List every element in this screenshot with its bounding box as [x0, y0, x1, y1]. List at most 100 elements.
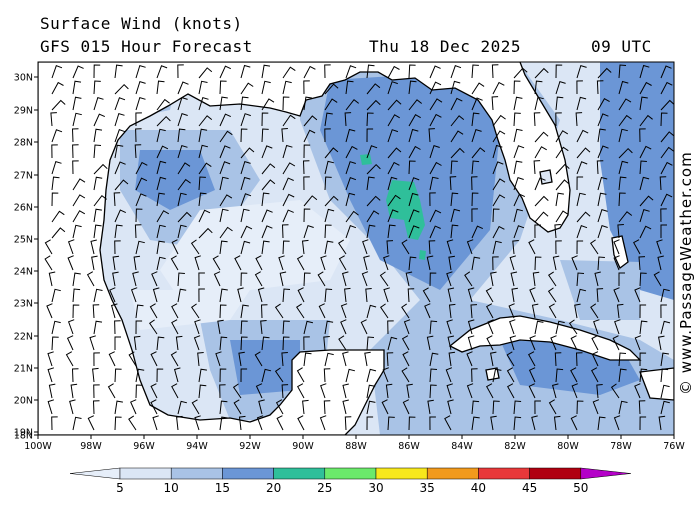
wind-barb	[467, 335, 475, 351]
colorbar-segment	[119, 467, 172, 480]
wind-barb	[660, 65, 672, 79]
wind-barb	[618, 352, 627, 367]
wind-barb	[324, 240, 334, 255]
wind-barb	[240, 272, 248, 287]
wind-barb	[492, 194, 506, 207]
wind-barb	[551, 383, 559, 399]
wind-barb	[471, 192, 479, 207]
wind-barb	[276, 415, 284, 431]
wind-barb	[660, 99, 674, 111]
wind-barb	[408, 256, 417, 271]
wind-barb	[149, 319, 158, 335]
wind-barb	[555, 146, 569, 159]
wind-barb	[134, 224, 142, 239]
wind-barb	[507, 383, 515, 399]
wind-barb	[656, 239, 663, 255]
wind-barb	[71, 368, 79, 383]
wind-barb	[618, 98, 632, 111]
wind-barb	[407, 288, 415, 303]
wind-barb	[177, 96, 188, 111]
wind-barb	[156, 210, 170, 223]
wind-barb	[387, 320, 394, 335]
wind-barb	[464, 271, 473, 287]
wind-barb	[171, 239, 179, 255]
wind-barb	[149, 303, 158, 319]
wind-barb	[361, 271, 369, 287]
wind-barb	[114, 336, 121, 350]
wind-barb	[219, 416, 228, 431]
wind-barb	[281, 352, 288, 367]
wind-barb	[44, 239, 53, 255]
wind-barb	[534, 131, 549, 143]
wind-barb	[324, 288, 333, 303]
wind-barb	[194, 319, 201, 335]
land-masses	[38, 62, 674, 435]
wind-barb	[447, 287, 455, 303]
wind-barb	[471, 400, 480, 415]
wind-barb	[550, 335, 557, 351]
wind-barb	[46, 303, 53, 319]
wind-barb	[156, 80, 165, 95]
wind-barb	[320, 383, 327, 399]
wind-barb	[592, 399, 600, 415]
wind-barb	[260, 320, 267, 335]
wind-barb	[150, 399, 158, 415]
wind-barb	[303, 208, 311, 223]
wind-barb	[570, 335, 578, 351]
wind-barb	[387, 194, 401, 207]
wind-barb	[618, 272, 625, 286]
lon-label: 78W	[610, 441, 632, 452]
wind-barb	[240, 147, 255, 159]
wind-barb	[429, 65, 441, 79]
wind-barb	[114, 161, 126, 175]
wind-barb	[450, 208, 461, 223]
wind-barb	[240, 64, 251, 79]
wind-barb	[303, 224, 314, 239]
wind-barb	[256, 415, 264, 431]
wind-barb	[338, 335, 347, 351]
wind-barb	[408, 177, 420, 191]
wind-barb	[219, 161, 231, 175]
colorbar-segment	[273, 467, 326, 480]
wind-barb	[198, 115, 213, 127]
wind-barb	[379, 271, 389, 287]
wind-barb	[445, 367, 453, 383]
wind-barb	[597, 208, 608, 223]
wind-barb	[471, 128, 482, 143]
wind-barb	[296, 367, 305, 383]
wind-barb	[555, 320, 565, 335]
colorbar-label: 10	[164, 481, 179, 495]
wind-barb	[576, 211, 591, 223]
wind-barb	[275, 399, 284, 415]
wind-barb	[366, 195, 381, 207]
wind-barb	[219, 65, 232, 79]
wind-barb	[177, 162, 191, 175]
wind-barb	[279, 271, 287, 287]
colorbar-segment	[529, 467, 582, 480]
wind-barb	[93, 113, 105, 127]
wind-barb	[531, 415, 538, 431]
wind-barb	[282, 80, 292, 95]
wind-barb	[261, 368, 272, 383]
wind-barb	[171, 383, 179, 399]
wind-barb	[450, 192, 459, 207]
wind-barb	[240, 240, 251, 255]
wind-barb	[366, 210, 380, 223]
wind-barb	[134, 144, 142, 159]
wind-barb	[447, 399, 454, 415]
wind-barb	[342, 399, 349, 415]
copyright-credit: © www.PassageWeather.com	[677, 151, 695, 395]
wind-barb	[466, 239, 474, 255]
wind-barb	[408, 64, 416, 79]
wind-barb	[237, 287, 244, 303]
wind-barb	[278, 255, 285, 271]
wind-barb	[51, 81, 64, 95]
wind-barb	[67, 319, 75, 335]
wind-barb	[387, 114, 400, 127]
wind-barb	[212, 255, 221, 271]
wind-barb	[448, 351, 456, 367]
wind-barb	[51, 65, 63, 79]
wind-barb	[568, 319, 578, 335]
lon-label: 96W	[133, 441, 155, 452]
